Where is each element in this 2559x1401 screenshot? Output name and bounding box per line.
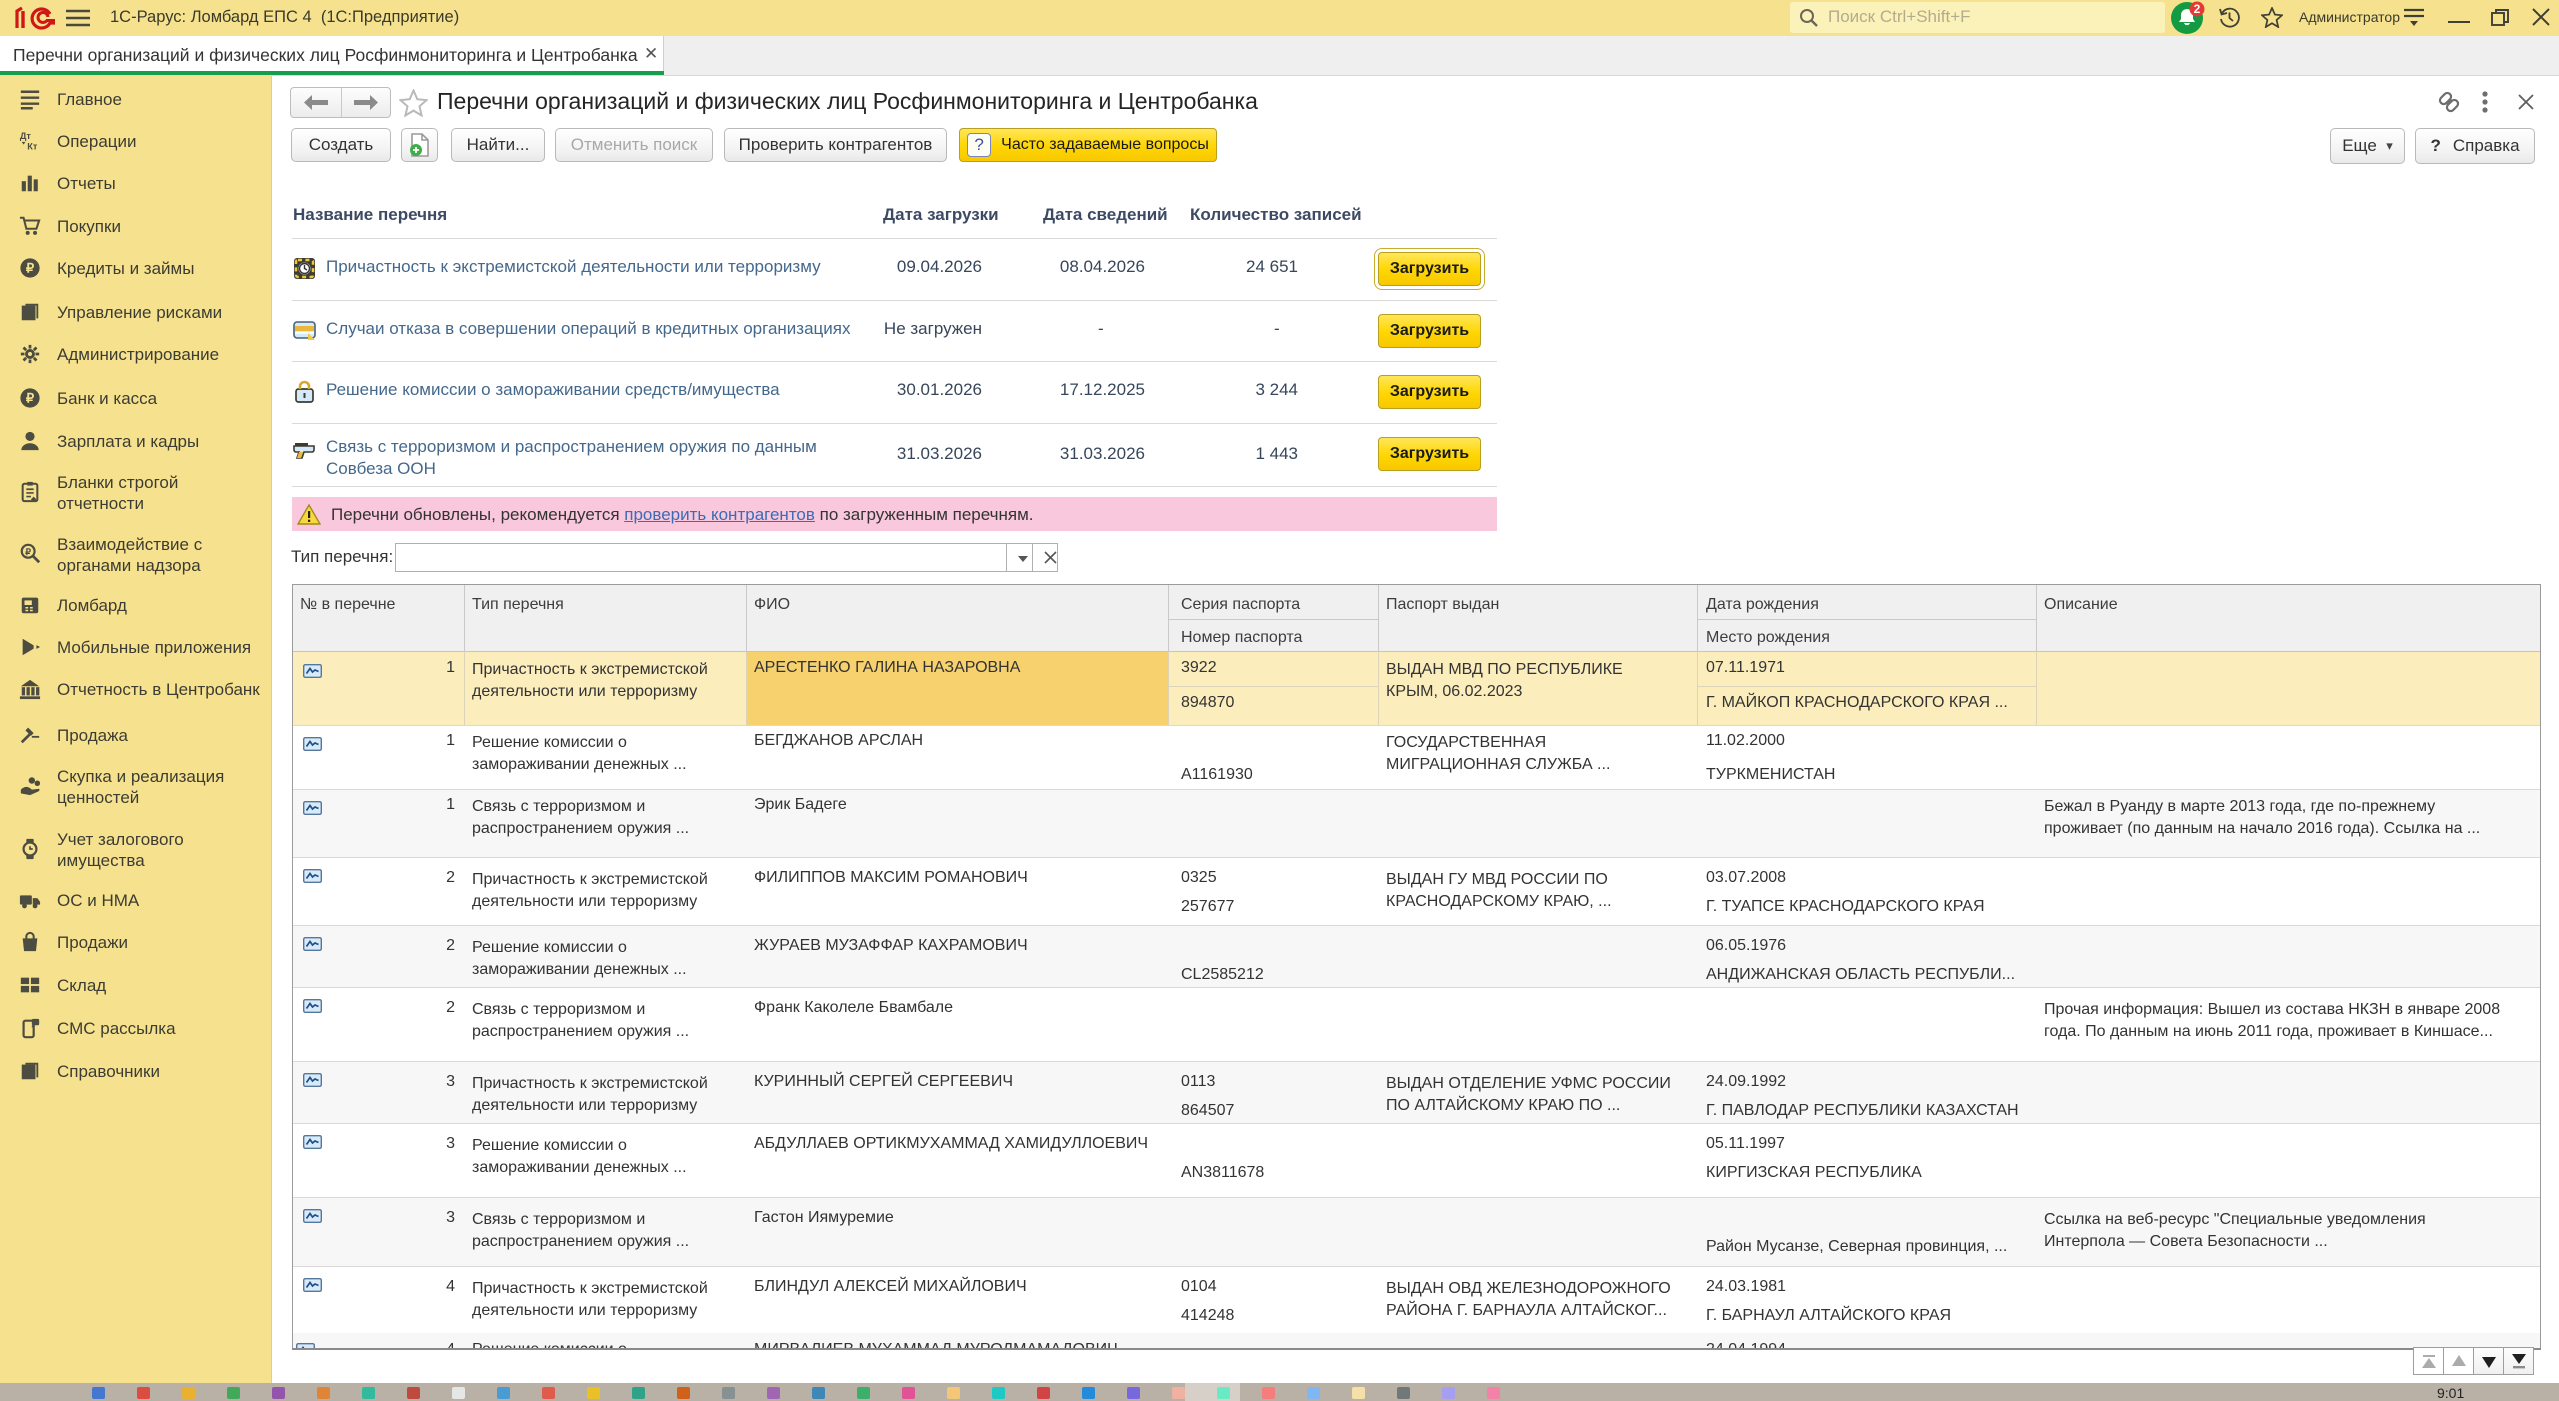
svg-text:₽: ₽ [26,391,35,406]
svg-text:₽: ₽ [25,547,31,557]
svg-text:2: 2 [2194,2,2201,16]
svg-text:Кт: Кт [27,141,38,151]
svg-text:Дт: Дт [20,131,32,141]
svg-text:₽: ₽ [26,261,35,276]
